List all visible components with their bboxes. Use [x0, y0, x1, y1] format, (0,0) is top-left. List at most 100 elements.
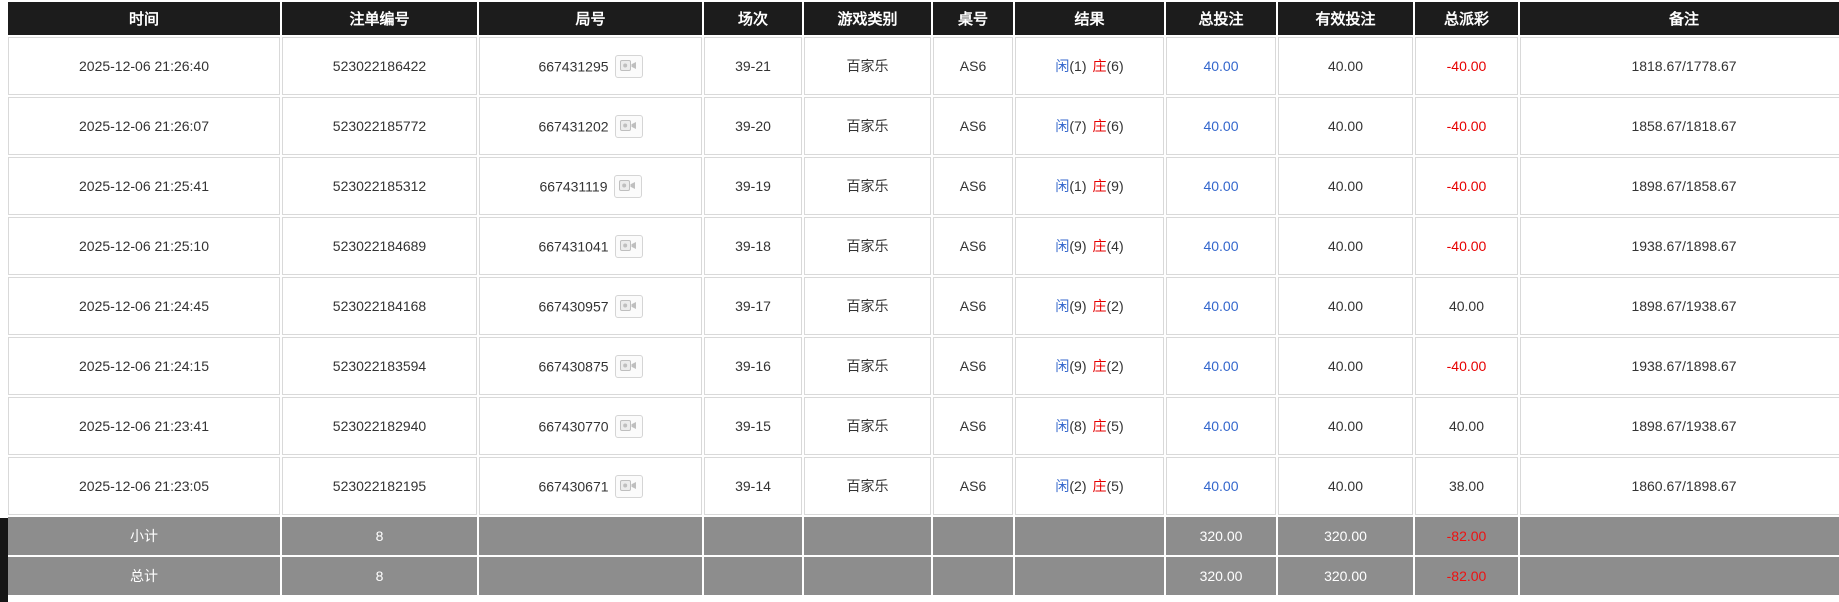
- table-row: 2025-12-06 21:24:45 523022184168 6674309…: [8, 277, 1839, 335]
- game-type-cell: 百家乐: [804, 37, 931, 95]
- round-id-cell: 667430875: [479, 337, 702, 395]
- total-bet-cell: 40.00: [1166, 457, 1276, 515]
- total-bet-cell: 40.00: [1166, 37, 1276, 95]
- total-bet-link[interactable]: 40.00: [1203, 418, 1239, 434]
- subtotal-empty-cell: [933, 517, 1013, 555]
- total-bet-link[interactable]: 40.00: [1203, 178, 1239, 194]
- session-cell: 39-16: [704, 337, 802, 395]
- total-bet-link[interactable]: 40.00: [1203, 358, 1239, 374]
- result-banker-score: (9): [1106, 178, 1124, 194]
- result-player-score: (9): [1069, 358, 1087, 374]
- result-banker-label: 庄: [1092, 478, 1107, 494]
- game-type-cell: 百家乐: [804, 457, 931, 515]
- result-player-score: (2): [1069, 478, 1087, 494]
- bet-id-cell: 523022184168: [282, 277, 477, 335]
- round-id-text: 667431041: [538, 238, 609, 254]
- result-player-label: 闲: [1055, 238, 1070, 254]
- col-header-session: 场次: [704, 2, 802, 35]
- col-header-result: 结果: [1015, 2, 1164, 35]
- total-bet-link[interactable]: 40.00: [1203, 58, 1239, 74]
- subtotal-empty-cell: [804, 517, 931, 555]
- col-header-valid-bet: 有效投注: [1278, 2, 1413, 35]
- result-cell: 闲(9) 庄(2): [1015, 277, 1164, 335]
- video-preview-icon[interactable]: [614, 114, 643, 138]
- round-id-text: 667430875: [538, 358, 609, 374]
- result-cell: 闲(9) 庄(4): [1015, 217, 1164, 275]
- video-preview-icon[interactable]: [614, 414, 643, 438]
- time-cell: 2025-12-06 21:24:15: [8, 337, 280, 395]
- result-player-score: (9): [1069, 298, 1087, 314]
- total-bet-link[interactable]: 40.00: [1203, 298, 1239, 314]
- result-player-label: 闲: [1055, 58, 1070, 74]
- round-id-text: 667431295: [538, 58, 609, 74]
- result-banker-label: 庄: [1092, 358, 1107, 374]
- subtotal-empty-cell: [1015, 517, 1164, 555]
- session-cell: 39-18: [704, 217, 802, 275]
- total-bet-link[interactable]: 40.00: [1203, 478, 1239, 494]
- result-banker-label: 庄: [1092, 238, 1107, 254]
- table-row: 2025-12-06 21:24:15 523022183594 6674308…: [8, 337, 1839, 395]
- footer-left-edge: [0, 518, 8, 602]
- game-type-cell: 百家乐: [804, 217, 931, 275]
- table-row: 2025-12-06 21:26:07 523022185772 6674312…: [8, 97, 1839, 155]
- col-header-time: 时间: [8, 2, 280, 35]
- result-banker-label: 庄: [1092, 58, 1107, 74]
- video-preview-icon[interactable]: [614, 54, 643, 78]
- game-type-cell: 百家乐: [804, 397, 931, 455]
- remark-cell: 1898.67/1938.67: [1520, 397, 1839, 455]
- round-id-cell: 667431202: [479, 97, 702, 155]
- valid-bet-cell: 40.00: [1278, 397, 1413, 455]
- grand-total-empty-cell: [704, 557, 802, 595]
- video-preview-icon[interactable]: [613, 174, 642, 198]
- payout-cell: -40.00: [1415, 337, 1518, 395]
- video-preview-icon[interactable]: [614, 354, 643, 378]
- result-banker-score: (2): [1106, 358, 1124, 374]
- bet-id-cell: 523022182195: [282, 457, 477, 515]
- table-no-cell: AS6: [933, 217, 1013, 275]
- col-header-total-bet: 总投注: [1166, 2, 1276, 35]
- valid-bet-cell: 40.00: [1278, 337, 1413, 395]
- total-bet-link[interactable]: 40.00: [1203, 118, 1239, 134]
- video-preview-icon[interactable]: [614, 234, 643, 258]
- result-player-score: (7): [1069, 118, 1087, 134]
- valid-bet-cell: 40.00: [1278, 97, 1413, 155]
- table-row: 2025-12-06 21:25:41 523022185312 6674311…: [8, 157, 1839, 215]
- grand-total-empty-cell: [933, 557, 1013, 595]
- result-banker-label: 庄: [1092, 118, 1107, 134]
- table-row: 2025-12-06 21:26:40 523022186422 6674312…: [8, 37, 1839, 95]
- remark-cell: 1858.67/1818.67: [1520, 97, 1839, 155]
- time-cell: 2025-12-06 21:25:10: [8, 217, 280, 275]
- result-banker-score: (4): [1106, 238, 1124, 254]
- round-id-cell: 667430957: [479, 277, 702, 335]
- result-player-label: 闲: [1055, 478, 1070, 494]
- col-header-remark: 备注: [1520, 2, 1839, 35]
- valid-bet-cell: 40.00: [1278, 217, 1413, 275]
- result-banker-label: 庄: [1092, 178, 1107, 194]
- video-preview-icon[interactable]: [614, 294, 643, 318]
- grand-total-empty-cell: [1520, 557, 1839, 595]
- remark-cell: 1818.67/1778.67: [1520, 37, 1839, 95]
- bet-id-cell: 523022183594: [282, 337, 477, 395]
- time-cell: 2025-12-06 21:23:05: [8, 457, 280, 515]
- result-banker-score: (5): [1106, 418, 1124, 434]
- payout-cell: 40.00: [1415, 397, 1518, 455]
- round-id-text: 667430957: [538, 298, 609, 314]
- time-cell: 2025-12-06 21:26:40: [8, 37, 280, 95]
- payout-cell: -40.00: [1415, 37, 1518, 95]
- bet-id-cell: 523022185312: [282, 157, 477, 215]
- video-preview-icon[interactable]: [614, 474, 643, 498]
- round-id-text: 667431119: [539, 178, 608, 194]
- bet-id-cell: 523022185772: [282, 97, 477, 155]
- table-no-cell: AS6: [933, 277, 1013, 335]
- subtotal-count: 8: [282, 517, 477, 555]
- session-cell: 39-19: [704, 157, 802, 215]
- total-bet-link[interactable]: 40.00: [1203, 238, 1239, 254]
- result-player-label: 闲: [1055, 178, 1070, 194]
- valid-bet-cell: 40.00: [1278, 457, 1413, 515]
- table-no-cell: AS6: [933, 97, 1013, 155]
- result-player-label: 闲: [1055, 358, 1070, 374]
- result-player-label: 闲: [1055, 118, 1070, 134]
- total-bet-cell: 40.00: [1166, 157, 1276, 215]
- payout-cell: -40.00: [1415, 217, 1518, 275]
